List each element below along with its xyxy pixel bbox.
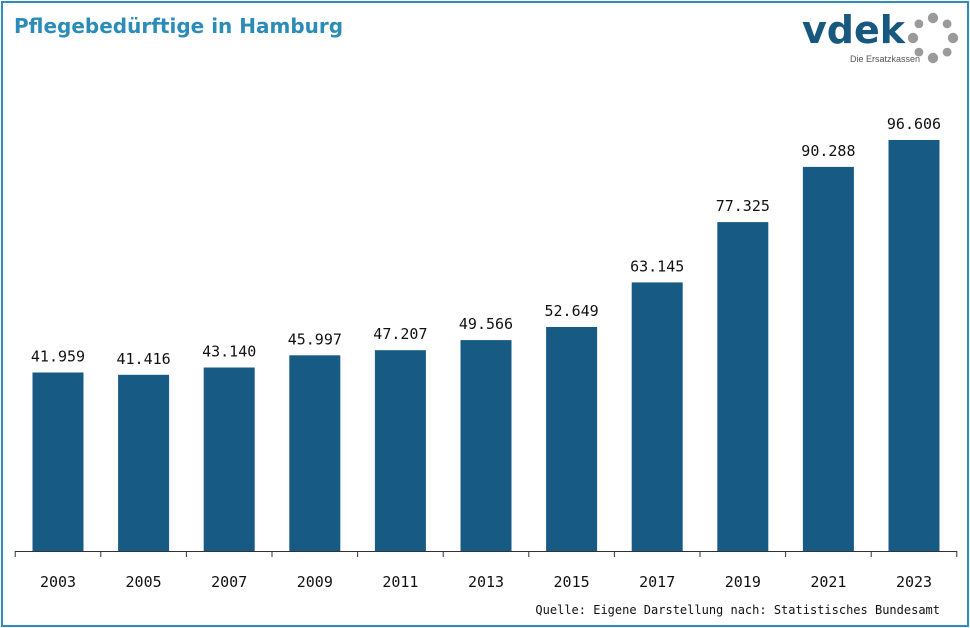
source-note: Quelle: Eigene Darstellung nach: Statist… <box>535 603 940 617</box>
logo-ring-icon <box>907 12 959 64</box>
bar-2015 <box>546 327 598 551</box>
value-label: 45.997 <box>288 330 342 348</box>
x-tick-label: 2017 <box>639 573 675 591</box>
logo-ring-dot <box>947 32 959 44</box>
logo-ring-dot <box>942 19 952 29</box>
logo-ring-dot <box>914 47 924 57</box>
bar-2007 <box>203 367 255 551</box>
bar-2019 <box>717 222 769 551</box>
vdek-logo: vdek Die Ersatzkassen <box>800 8 965 70</box>
logo-wordmark: vdek <box>802 8 906 52</box>
x-tick-label: 2009 <box>297 573 333 591</box>
logo-ring-dot <box>907 32 919 44</box>
x-tick-label: 2007 <box>211 573 247 591</box>
value-label: 63.145 <box>630 257 684 275</box>
value-label: 49.566 <box>459 315 513 333</box>
bar-2011 <box>374 350 426 551</box>
value-label: 41.416 <box>117 350 171 368</box>
bar-2003 <box>32 372 84 551</box>
bar-2017 <box>631 282 683 551</box>
bar-2009 <box>289 355 341 551</box>
value-label: 41.959 <box>31 348 85 366</box>
bar-2005 <box>118 374 170 551</box>
x-tick-label: 2013 <box>468 573 504 591</box>
chart-title: Pflegebedürftige in Hamburg <box>14 14 344 38</box>
value-label: 43.140 <box>202 343 256 361</box>
x-tick-label: 2019 <box>725 573 761 591</box>
bar-2013 <box>460 340 512 551</box>
x-tick-label: 2023 <box>896 573 932 591</box>
x-tick-label: 2015 <box>554 573 590 591</box>
logo-ring-dot <box>942 47 952 57</box>
logo-ring-dot <box>914 19 924 29</box>
value-label: 90.288 <box>801 142 855 160</box>
x-tick-label: 2003 <box>40 573 76 591</box>
value-label: 96.606 <box>887 115 941 133</box>
x-tick-label: 2005 <box>126 573 162 591</box>
value-label: 52.649 <box>545 302 599 320</box>
x-tick-label: 2011 <box>382 573 418 591</box>
value-label: 77.325 <box>716 197 770 215</box>
logo-ring-dot <box>927 52 939 64</box>
bar-2021 <box>802 166 854 551</box>
logo-ring-dot <box>927 12 939 24</box>
value-label: 47.207 <box>373 325 427 343</box>
x-tick-label: 2021 <box>810 573 846 591</box>
bar-2023 <box>888 140 940 551</box>
logo-subtitle: Die Ersatzkassen <box>850 54 921 64</box>
